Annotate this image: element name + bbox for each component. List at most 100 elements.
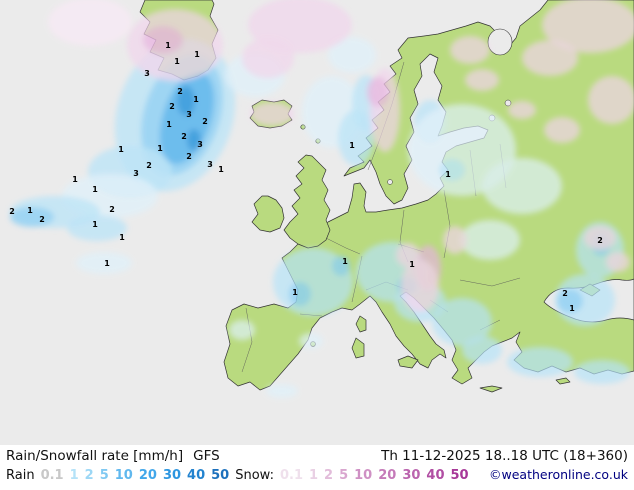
legend-threshold-value: 10 xyxy=(354,468,373,483)
precip-value-label: 2 xyxy=(562,289,568,298)
snow-cell xyxy=(542,0,634,53)
product-title: Rain/Snowfall rate [mm/h] GFS xyxy=(6,448,220,464)
precip-value-label: 2 xyxy=(202,117,208,126)
precip-value-label: 3 xyxy=(207,160,213,169)
precip-value-label: 3 xyxy=(144,69,150,78)
precip-value-label: 1 xyxy=(409,260,415,269)
rain-cell xyxy=(229,320,255,340)
legend-threshold-value: 5 xyxy=(339,468,349,483)
copyright-notice: ©weatheronline.co.uk xyxy=(489,467,628,482)
rain-cell xyxy=(67,215,127,241)
rain-cell xyxy=(328,37,376,73)
legend-threshold-value: 10 xyxy=(114,468,133,483)
rain-cell xyxy=(432,298,492,346)
land-sicily xyxy=(397,355,419,369)
legend-threshold-value: 40 xyxy=(187,468,206,483)
snow-cell xyxy=(584,226,616,250)
rain-cell xyxy=(482,158,562,214)
snow-legend-values: 0.1 1 2 5 10 20 30 40 50 xyxy=(280,468,469,483)
precip-value-label: 1 xyxy=(569,304,575,313)
snow-cell xyxy=(606,252,630,272)
land-sardinia xyxy=(351,337,365,359)
legend-threshold-value: 50 xyxy=(211,468,230,483)
rain-legend-label: Rain xyxy=(6,468,35,483)
snow-cell xyxy=(143,26,183,54)
legend-threshold-value: 5 xyxy=(99,468,109,483)
precip-value-label: 1 xyxy=(157,144,163,153)
lake-vanern xyxy=(387,179,393,185)
map-footer: Rain/Snowfall rate [mm/h] GFS Th 11-12-2… xyxy=(0,445,634,490)
rain-cell xyxy=(439,159,465,181)
precip-value-label: 1 xyxy=(445,170,451,179)
precip-value-label: 1 xyxy=(92,185,98,194)
precip-value-label: 3 xyxy=(133,169,139,178)
precip-value-label: 2 xyxy=(177,87,183,96)
precip-value-label: 1 xyxy=(193,95,199,104)
rain-cell xyxy=(557,289,583,313)
precip-value-label: 1 xyxy=(165,41,171,50)
precipitation-overlays xyxy=(10,0,634,398)
footer-legend-row: Rain 0.1 1 2 5 10 20 30 40 50 Snow: 0.1 1 2 5 10 20 30… xyxy=(6,467,628,483)
snow-cell xyxy=(588,76,634,124)
precip-value-label: 1 xyxy=(118,145,124,154)
precip-value-label: 2 xyxy=(39,215,45,224)
rain-cell xyxy=(10,207,54,227)
land-corsica xyxy=(355,315,367,333)
rain-cell xyxy=(76,252,132,274)
legend-threshold-value: 2 xyxy=(84,468,94,483)
land-crete xyxy=(479,385,503,393)
precip-value-label: 2 xyxy=(9,207,15,216)
rain-cell xyxy=(266,384,298,398)
legend-threshold-value: 30 xyxy=(402,468,421,483)
precip-value-label: 3 xyxy=(197,140,203,149)
snow-cell xyxy=(450,36,490,64)
snow-cell xyxy=(401,260,439,312)
land-great-britain xyxy=(283,154,331,249)
precip-value-label: 2 xyxy=(169,102,175,111)
precip-value-label: 1 xyxy=(27,206,33,215)
rain-cell xyxy=(332,256,350,276)
land-ireland xyxy=(251,195,285,233)
white-sea xyxy=(487,28,513,56)
legend-threshold-value: 0.1 xyxy=(40,468,64,483)
legend-threshold-value: 2 xyxy=(324,468,334,483)
legend-threshold-value: 20 xyxy=(138,468,157,483)
precip-value-label: 1 xyxy=(349,141,355,150)
model-label: GFS xyxy=(193,448,220,464)
legend-threshold-value: 30 xyxy=(162,468,182,483)
precip-value-label: 1 xyxy=(342,257,348,266)
snow-cell xyxy=(367,77,389,107)
legend-threshold-value: 0.1 xyxy=(279,468,303,483)
rain-legend-values: 0.1 1 2 5 10 20 30 40 50 xyxy=(41,468,230,483)
land-cyprus xyxy=(555,377,571,385)
precip-value-label: 1 xyxy=(92,220,98,229)
precip-value-label: 2 xyxy=(597,236,603,245)
snow-cell xyxy=(242,38,294,78)
precip-value-label: 1 xyxy=(174,57,180,66)
precip-value-label: 1 xyxy=(292,288,298,297)
snow-cell xyxy=(522,40,578,76)
legend-threshold-value: 1 xyxy=(309,468,319,483)
precip-legend: Rain 0.1 1 2 5 10 20 30 40 50 Snow: 0.1 1 2 5 10 20 30… xyxy=(6,468,469,483)
precip-value-label: 2 xyxy=(181,132,187,141)
legend-threshold-value: 1 xyxy=(69,468,79,483)
snow-legend-label: Snow: xyxy=(235,468,274,483)
precip-value-label: 1 xyxy=(72,175,78,184)
precip-value-label: 3 xyxy=(186,110,192,119)
footer-title-row: Rain/Snowfall rate [mm/h] GFS Th 11-12-2… xyxy=(6,448,628,464)
precip-value-label: 2 xyxy=(186,152,192,161)
snow-cell xyxy=(465,69,499,91)
rain-cell xyxy=(187,129,201,151)
precip-value-label: 1 xyxy=(194,50,200,59)
snow-cell xyxy=(508,101,536,119)
lake-onega xyxy=(504,99,512,107)
legend-threshold-value: 50 xyxy=(450,468,469,483)
legend-threshold-value: 40 xyxy=(426,468,445,483)
precip-value-label: 2 xyxy=(146,161,152,170)
rain-cell xyxy=(574,360,630,384)
snow-cell xyxy=(443,226,467,254)
rain-cell xyxy=(299,333,323,349)
